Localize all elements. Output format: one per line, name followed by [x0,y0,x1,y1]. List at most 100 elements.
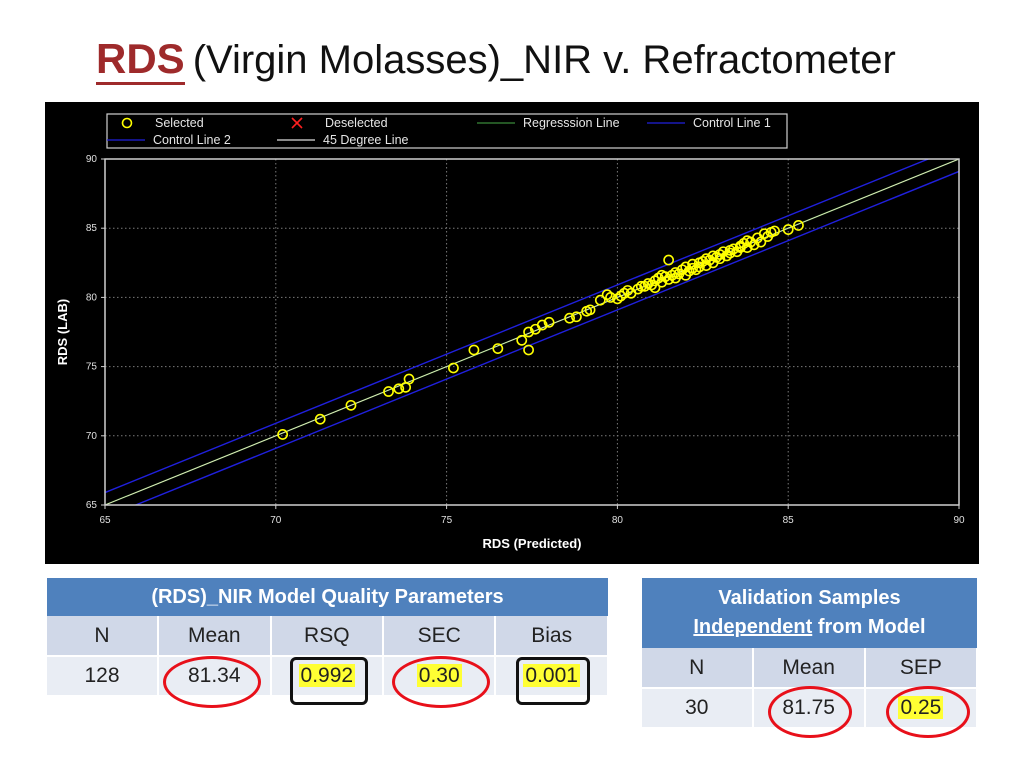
title-rest: (Virgin Molasses)_NIR v. Refractometer [192,38,896,82]
y-tick-label: 80 [86,292,98,303]
x-tick-label: 75 [441,515,453,526]
data-point [649,282,661,294]
y-tick-label: 70 [86,431,98,442]
val-rsq-text: 0.992 [298,664,356,687]
model-table-header: (RDS)_NIR Model Quality Parameters [47,578,608,616]
chart-points [277,220,804,440]
col-bias: Bias [495,616,609,657]
vcol-sep: SEP [864,648,979,689]
data-point [601,289,613,301]
vcol-mean: Mean [752,648,866,689]
data-point [782,224,794,235]
x-tick-label: 90 [953,515,965,526]
y-axis-label: RDS (LAB) [55,299,70,365]
x-tick-label: 65 [99,515,111,526]
data-point [492,343,504,355]
data-point [523,344,534,356]
data-point [403,373,415,385]
data-point [714,249,726,260]
data-point [676,264,688,276]
col-rsq: RSQ [270,616,385,657]
y-tick-label: 85 [86,223,98,234]
data-point [687,262,698,274]
y-tick-label: 65 [86,500,98,511]
chart-axes: 65 70 75 80 85 90 65 70 75 80 85 90 RDS (Predicted) R… [55,154,965,551]
sec-circle [392,656,490,708]
legend-label: Regresssion Line [523,116,620,130]
data-point [622,285,634,296]
rsq-box [290,657,368,705]
control-line-1 [105,159,931,494]
x-tick-label: 85 [783,515,795,526]
data-point [314,413,326,425]
col-sec: SEC [383,616,497,657]
chart-legend: Selected Deselected Regresssion Line Contro… [106,113,788,149]
col-mean: Mean [158,616,272,657]
data-point [721,250,733,262]
val-mean-circle [768,686,852,738]
vval-n: 30 [642,688,754,729]
data-point [615,290,627,302]
data-point [666,269,678,281]
legend-x-marker [291,117,303,129]
data-point [571,311,582,323]
data-point [584,304,596,316]
validation-table-header: Validation Samples Independent from Mode… [642,578,977,648]
data-point [564,312,575,324]
legend-label: 45 Degree Line [323,133,409,147]
data-point [383,386,394,397]
control-line-2 [133,170,959,505]
data-point [769,225,780,237]
page-title: RDS (Virgin Molasses)_NIR v. Refractomete… [96,38,896,85]
model-quality-table: (RDS)_NIR Model Quality Parameters N Mea… [47,578,609,697]
validation-header-underlined: Independent [693,616,813,638]
val-sep-circle [886,686,970,738]
data-point [618,287,630,299]
chart-canvas: Selected Deselected Regresssion Line Contro… [55,113,965,551]
data-point [468,344,480,356]
legend-label: Control Line 1 [693,116,771,130]
data-point [758,228,770,240]
data-point [536,319,548,331]
data-point [700,260,712,271]
y-tick-label: 90 [86,154,98,165]
validation-header-rest: from Model [817,616,926,638]
data-point [632,283,644,295]
chart-grid [105,159,959,505]
data-point [663,254,675,266]
data-point [741,242,753,253]
x-axis-label: RDS (Predicted) [483,536,582,551]
data-point [656,269,668,281]
data-point [635,280,647,292]
col-n: N [47,616,160,657]
data-point [543,316,555,328]
plot-frame [104,158,960,506]
data-point [649,275,661,287]
legend-label: Deselected [325,116,388,130]
data-point [728,243,739,255]
validation-header-line1: Validation Samples [718,587,901,609]
y-tick-label: 75 [86,362,98,373]
data-point [793,220,804,231]
data-point [345,399,357,411]
data-point [605,291,616,303]
data-point [612,293,623,305]
scatter-chart: Selected Deselected Regresssion Line Contro… [45,102,979,564]
val-bias-text: 0.001 [523,664,580,687]
data-point [639,280,651,292]
mean-circle [163,656,261,708]
data-point [393,383,405,395]
legend-circle-marker [121,117,133,129]
data-point [687,258,698,270]
val-n: 128 [47,656,160,697]
data-point [693,261,705,273]
data-point [277,429,289,440]
data-point [516,334,528,346]
x-tick-label: 80 [612,515,624,526]
bias-box [516,657,590,705]
vcol-n: N [642,648,754,689]
legend-label: Control Line 2 [153,133,231,147]
data-point [448,362,459,374]
data-point [594,294,606,306]
legend-box [106,113,788,149]
